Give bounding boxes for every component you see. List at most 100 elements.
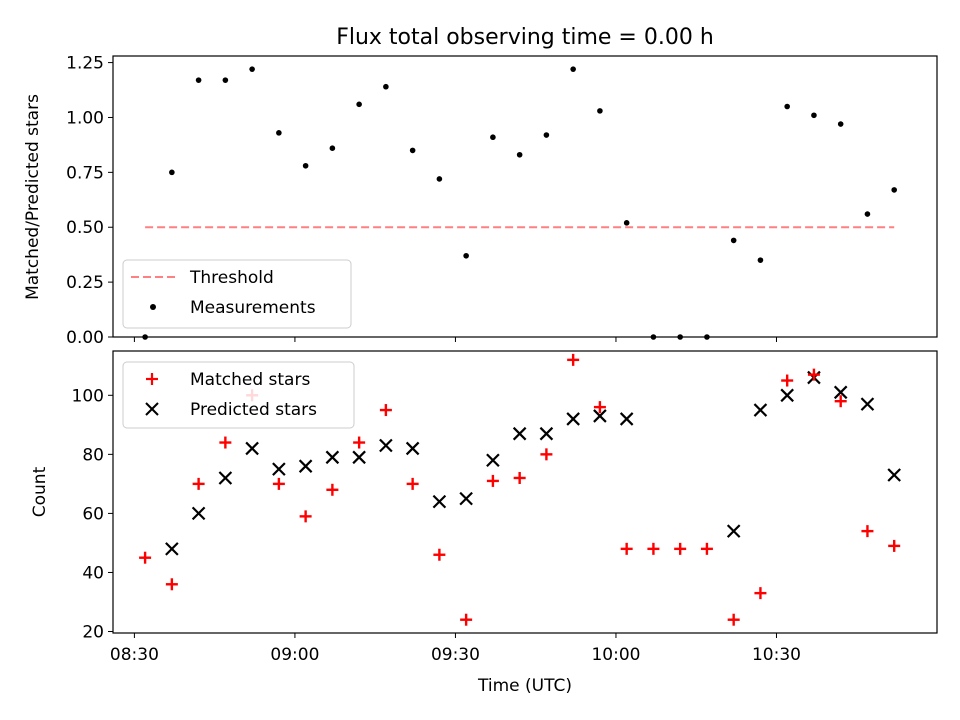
matched-point: [486, 474, 499, 487]
measurement-point: [249, 66, 255, 72]
top-title: Flux total observing time = 0.00 h: [336, 25, 714, 50]
measurement-point: [276, 130, 282, 136]
matched-point: [513, 471, 526, 484]
top-legend-box: [122, 259, 352, 329]
matched-point: [326, 483, 339, 496]
matched-point: [700, 542, 713, 555]
predicted-point: [860, 397, 875, 411]
legend-measurements-swatch: [150, 304, 156, 310]
predicted-point: [833, 385, 848, 400]
predicted-point: [352, 450, 366, 465]
matched-point: [219, 436, 232, 449]
top-y-ticks: 0.00 0.25 0.50 0.75 1.00 1.25: [66, 54, 113, 348]
measurement-point: [570, 66, 576, 72]
measurement-point: [543, 132, 550, 138]
matched-point: [272, 477, 285, 490]
bottom-legend-box: [122, 361, 355, 429]
matched-point: [139, 551, 152, 564]
bottom-x-tick-label: 08:30: [110, 645, 159, 665]
matched-point: [807, 368, 820, 381]
predicted-point: [432, 494, 447, 509]
top-ylabel: Matched/Predicted stars: [23, 94, 43, 300]
matched-point: [540, 448, 553, 461]
predicted-point: [726, 524, 741, 538]
legend-threshold-label: Threshold: [189, 268, 274, 288]
matched-point: [888, 539, 901, 552]
top-axes-frame: [112, 55, 938, 338]
predicted-point: [218, 471, 233, 485]
predicted-point: [405, 441, 420, 456]
predicted-point: [486, 453, 500, 468]
bottom-y-tick-label: 100: [72, 386, 104, 406]
bottom-x-tick-label: 09:30: [431, 645, 480, 665]
predicted-point: [780, 388, 794, 403]
measurement-point: [490, 134, 496, 141]
bottom-y-ticks: 20 40 60 80 100: [72, 386, 113, 643]
predicted-point: [459, 491, 473, 506]
top-y-tick-label: 1.00: [66, 108, 104, 128]
bottom-y-tick-label: 40: [82, 563, 104, 583]
predicted-point: [191, 506, 206, 521]
predicted-point: [272, 462, 286, 476]
matched-point: [299, 510, 312, 523]
measurement-point: [597, 108, 603, 114]
predicted-point: [566, 412, 580, 426]
bottom-axes-frame: [112, 350, 938, 634]
matched-point: [406, 477, 419, 490]
top-x-ticks: [133, 337, 777, 342]
measurement-point: [409, 147, 416, 154]
measurement-point: [811, 112, 817, 119]
predicted-point: [379, 438, 393, 453]
top-y-tick-label: 1.25: [66, 54, 104, 74]
measurement-point: [730, 237, 737, 244]
matched-point: [165, 578, 178, 591]
matched-point: [834, 395, 847, 408]
measurement-point: [436, 176, 443, 182]
top-y-tick-label: 0.00: [66, 328, 104, 348]
matched-point: [781, 374, 794, 387]
bottom-plot-area: [139, 353, 901, 626]
bottom-x-tick-label: 10:00: [591, 645, 640, 665]
bottom-x-tick-label: 09:00: [270, 645, 319, 665]
predicted-point: [593, 409, 607, 423]
top-y-tick-label: 0.75: [66, 163, 104, 183]
measurement-point: [891, 187, 897, 193]
measurement-point: [864, 211, 871, 217]
legend-matched-swatch: [146, 373, 158, 385]
top-y-tick-label: 0.25: [66, 273, 104, 293]
legend-measurements-label: Measurements: [190, 298, 316, 318]
measurement-point: [302, 162, 309, 169]
predicted-point: [753, 403, 768, 417]
top-y-tick-label: 0.50: [66, 218, 104, 238]
legend-predicted-swatch: [145, 402, 159, 416]
matched-point: [567, 353, 580, 366]
measurement-point: [329, 145, 336, 152]
matched-point: [593, 401, 606, 414]
predicted-point: [512, 426, 527, 441]
bottom-xlabel: Time (UTC): [477, 676, 572, 696]
matched-point: [379, 404, 392, 417]
bottom-y-tick-label: 80: [82, 445, 104, 465]
predicted-point: [619, 412, 634, 426]
measurement-point: [463, 252, 469, 259]
measurement-point: [169, 169, 175, 176]
bottom-ylabel: Count: [30, 466, 50, 517]
predicted-point: [245, 441, 259, 456]
legend-predicted-label: Predicted stars: [190, 400, 317, 420]
measurement-point: [516, 151, 523, 158]
bottom-x-ticks: 08:30 09:00 09:30 10:00 10:30: [110, 633, 801, 665]
matched-point: [727, 613, 740, 626]
matched-point: [674, 542, 687, 555]
matched-point: [620, 542, 633, 555]
measurement-point: [383, 83, 389, 90]
top-legend: Threshold Measurements: [122, 259, 352, 329]
bottom-y-tick-label: 60: [82, 504, 104, 524]
measurement-point: [222, 77, 229, 83]
measurement-point: [837, 121, 844, 127]
legend-matched-label: Matched stars: [190, 370, 310, 390]
predicted-point: [325, 450, 340, 465]
matched-point: [460, 613, 473, 626]
